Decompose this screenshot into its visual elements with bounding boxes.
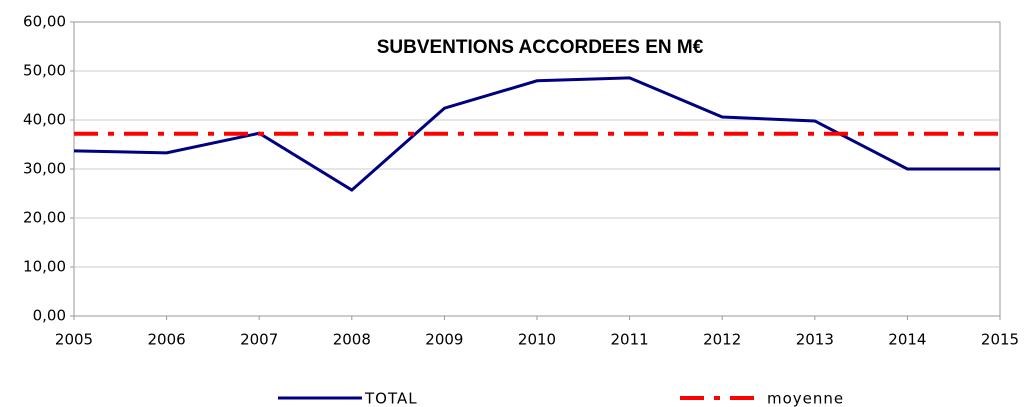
legend-label: TOTAL <box>364 390 418 407</box>
x-tick-label: 2013 <box>796 331 834 349</box>
x-tick-label: 2008 <box>333 331 371 349</box>
y-tick-label: 60,00 <box>23 13 66 31</box>
y-tick-label: 40,00 <box>23 111 66 129</box>
series-line <box>73 76 1000 192</box>
x-tick-label: 2015 <box>981 331 1019 349</box>
x-tick-label: 2007 <box>240 331 278 349</box>
x-tick-label: 2005 <box>55 331 93 349</box>
x-tick-label: 2014 <box>888 331 926 349</box>
x-tick-label: 2012 <box>703 331 741 349</box>
x-tick-label: 2010 <box>518 331 556 349</box>
x-tick-label: 2006 <box>148 331 186 349</box>
chart-title: SUBVENTIONS ACCORDEES EN M€ <box>377 37 704 58</box>
y-tick-label: 30,00 <box>23 160 66 178</box>
legend-label: moyenne <box>767 390 844 407</box>
y-tick-label: 50,00 <box>23 62 66 80</box>
x-tick-label: 2009 <box>425 331 463 349</box>
y-tick-label: 0,00 <box>33 307 66 325</box>
y-tick-label: 10,00 <box>23 258 66 276</box>
y-tick-label: 20,00 <box>23 209 66 227</box>
x-tick-label: 2011 <box>611 331 649 349</box>
